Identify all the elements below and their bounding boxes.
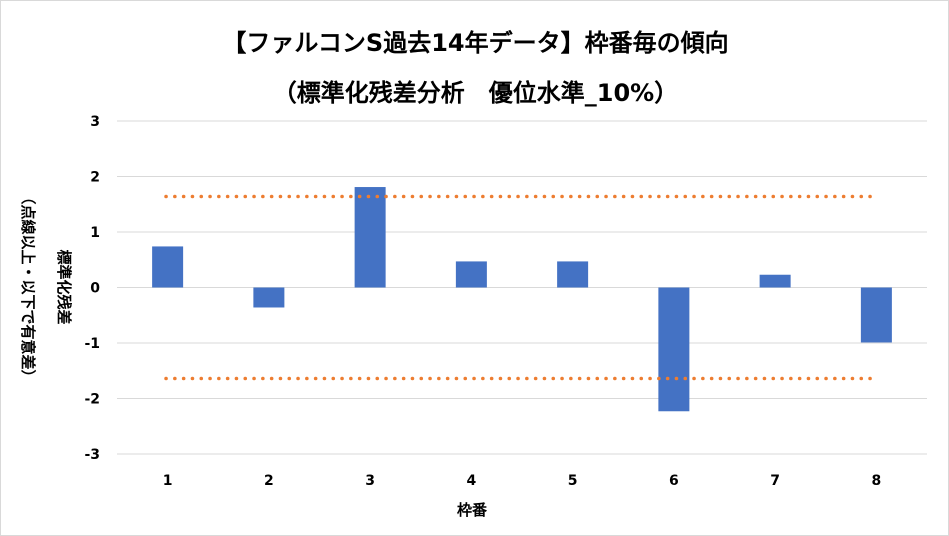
y-tick-label: -2 xyxy=(84,392,100,408)
y-tick-labels: 3 2 1 0 -1 -2 -3 xyxy=(84,114,100,463)
threshold-lines xyxy=(164,194,875,381)
bar-6 xyxy=(658,287,690,412)
x-tick-label: 1 xyxy=(163,473,173,489)
y-axis-title: 標準化残差 xyxy=(55,249,73,324)
y-tick-label: 0 xyxy=(90,281,100,297)
y-tick-label: 1 xyxy=(90,225,100,241)
x-tick-label: 4 xyxy=(467,473,477,489)
x-tick-label: 6 xyxy=(669,473,679,489)
y-tick-label: 3 xyxy=(90,114,100,130)
y-tick-label: 2 xyxy=(90,170,100,186)
x-tick-labels: 1 2 3 4 5 6 7 8 xyxy=(163,473,882,489)
bar-7 xyxy=(759,274,791,288)
bar-5 xyxy=(557,261,589,288)
x-tick-label: 8 xyxy=(872,473,882,489)
chart-title: 【ファルコンS過去14年データ】枠番毎の傾向 xyxy=(222,29,729,57)
y-tick-label: -3 xyxy=(84,447,100,463)
bar-1 xyxy=(152,246,184,288)
x-tick-label: 2 xyxy=(264,473,274,489)
bar-2 xyxy=(253,287,285,308)
x-tick-label: 3 xyxy=(365,473,375,489)
x-axis-title: 枠番 xyxy=(457,501,488,519)
y-tick-label: -1 xyxy=(84,336,100,352)
bar-8 xyxy=(860,287,892,343)
gridlines xyxy=(117,120,927,455)
chart-subtitle: （標準化残差分析 優位水準_10%） xyxy=(272,79,679,107)
x-tick-label: 5 xyxy=(568,473,578,489)
x-tick-label: 7 xyxy=(770,473,780,489)
bars xyxy=(152,187,892,412)
bar-4 xyxy=(455,261,487,288)
bar-3 xyxy=(354,187,386,288)
y-axis-subtitle: （点線以上・以下で有意差） xyxy=(19,189,37,384)
